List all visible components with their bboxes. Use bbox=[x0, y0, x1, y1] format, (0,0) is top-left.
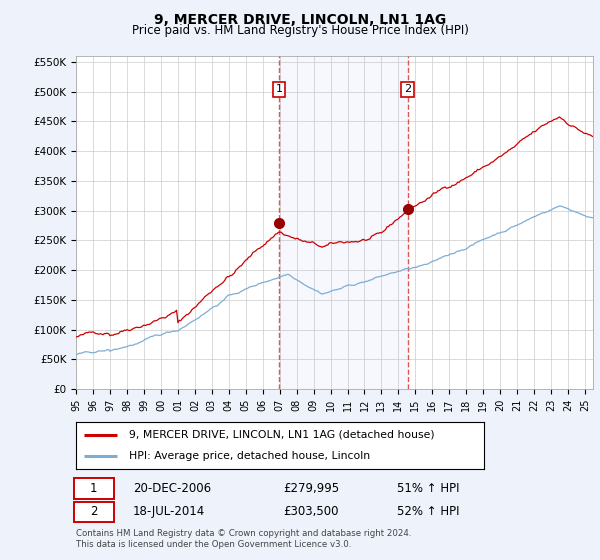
Text: 18-JUL-2014: 18-JUL-2014 bbox=[133, 506, 205, 519]
Text: Price paid vs. HM Land Registry's House Price Index (HPI): Price paid vs. HM Land Registry's House … bbox=[131, 24, 469, 37]
FancyBboxPatch shape bbox=[74, 502, 114, 522]
Bar bbox=[279, 56, 407, 389]
Text: HPI: Average price, detached house, Lincoln: HPI: Average price, detached house, Linc… bbox=[129, 451, 370, 461]
Text: 2: 2 bbox=[404, 85, 411, 94]
Text: 52% ↑ HPI: 52% ↑ HPI bbox=[397, 506, 460, 519]
Text: 9, MERCER DRIVE, LINCOLN, LN1 1AG (detached house): 9, MERCER DRIVE, LINCOLN, LN1 1AG (detac… bbox=[129, 430, 435, 440]
Text: £279,995: £279,995 bbox=[283, 482, 339, 494]
Text: 1: 1 bbox=[90, 482, 98, 494]
Text: 9, MERCER DRIVE, LINCOLN, LN1 1AG: 9, MERCER DRIVE, LINCOLN, LN1 1AG bbox=[154, 13, 446, 27]
Text: 1: 1 bbox=[275, 85, 283, 94]
Text: Contains HM Land Registry data © Crown copyright and database right 2024.
This d: Contains HM Land Registry data © Crown c… bbox=[76, 529, 412, 549]
Text: 2: 2 bbox=[90, 506, 98, 519]
Text: £303,500: £303,500 bbox=[283, 506, 338, 519]
Text: 51% ↑ HPI: 51% ↑ HPI bbox=[397, 482, 460, 494]
Text: 20-DEC-2006: 20-DEC-2006 bbox=[133, 482, 211, 494]
FancyBboxPatch shape bbox=[74, 478, 114, 498]
